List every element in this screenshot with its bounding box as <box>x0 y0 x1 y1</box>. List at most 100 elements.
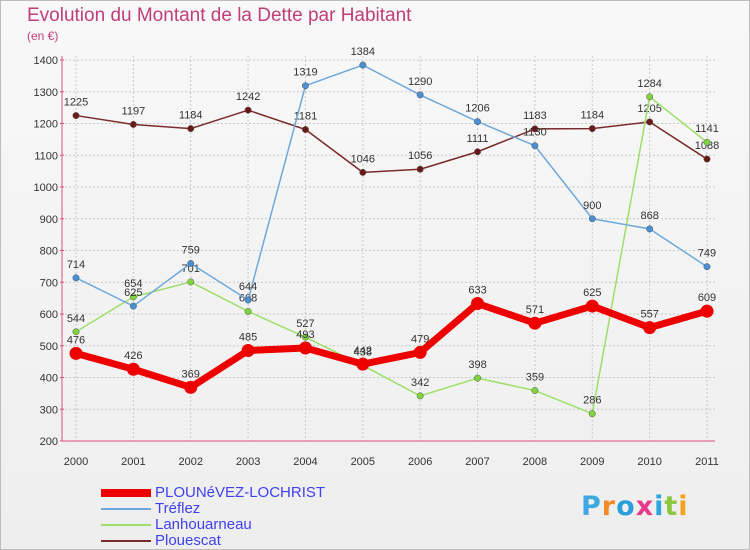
data-point-ploun-vez-lochrist <box>298 341 312 355</box>
data-point-tr-flez <box>359 61 367 69</box>
data-label-tr-flez: 714 <box>67 259 85 271</box>
data-point-lanhouarneau <box>416 392 424 400</box>
data-label-tr-flez: 1206 <box>465 103 489 115</box>
data-label-lanhouarneau: 654 <box>124 278 142 290</box>
data-label-plouescat: 1111 <box>467 133 489 145</box>
chart-unit-label: (en €) <box>27 29 59 43</box>
legend-label: Tréflez <box>155 500 201 517</box>
data-label-tr-flez: 625 <box>124 287 142 299</box>
data-label-tr-flez: 1290 <box>408 76 432 88</box>
legend-swatch <box>101 524 151 526</box>
data-label-plouescat: 1197 <box>122 105 146 117</box>
data-label-lanhouarneau: 544 <box>67 313 85 325</box>
logo-letter: i <box>678 491 689 522</box>
data-label-ploun-vez-lochrist: 493 <box>296 329 314 341</box>
data-point-ploun-vez-lochrist <box>126 362 140 376</box>
data-label-tr-flez: 1384 <box>351 46 375 58</box>
data-label-plouescat: 1056 <box>408 150 432 162</box>
y-tick-label: 1300 <box>34 87 58 99</box>
legend-label: Plouescat <box>155 532 221 549</box>
legend-label: Lanhouarneau <box>155 516 252 533</box>
data-point-lanhouarneau <box>703 138 711 146</box>
data-label-ploun-vez-lochrist: 609 <box>698 292 716 304</box>
x-tick-label: 2008 <box>523 456 547 468</box>
y-tick-label: 400 <box>40 373 58 385</box>
data-label-ploun-vez-lochrist: 485 <box>239 332 257 344</box>
data-point-plouescat <box>244 106 252 114</box>
data-point-plouescat <box>302 126 309 133</box>
data-label-tr-flez: 759 <box>182 245 200 257</box>
data-point-ploun-vez-lochrist <box>528 316 542 330</box>
y-tick-label: 500 <box>40 341 58 353</box>
x-tick-label: 2001 <box>121 456 145 468</box>
data-label-ploun-vez-lochrist: 476 <box>67 334 85 346</box>
data-label-plouescat: 1181 <box>294 111 318 123</box>
x-tick-label: 2003 <box>236 456 260 468</box>
y-tick-label: 800 <box>40 246 58 258</box>
data-label-lanhouarneau: 1284 <box>637 78 661 90</box>
data-label-ploun-vez-lochrist: 633 <box>468 285 486 297</box>
data-point-plouescat <box>703 155 711 163</box>
data-point-tr-flez <box>703 263 711 271</box>
data-point-tr-flez <box>646 225 654 233</box>
data-point-ploun-vez-lochrist <box>184 380 198 394</box>
data-label-tr-flez: 1319 <box>293 67 317 79</box>
y-tick-label: 1200 <box>34 119 58 131</box>
legend-swatch <box>101 489 151 497</box>
data-label-plouescat: 1046 <box>351 153 375 165</box>
logo-letter: o <box>616 491 636 522</box>
x-tick-label: 2002 <box>178 456 202 468</box>
data-point-ploun-vez-lochrist <box>700 304 714 318</box>
y-tick-label: 1000 <box>34 182 58 194</box>
data-point-tr-flez <box>302 82 309 90</box>
data-point-ploun-vez-lochrist <box>471 297 485 311</box>
data-point-plouescat <box>187 125 195 133</box>
data-label-tr-flez: 749 <box>698 248 716 260</box>
data-label-plouescat: 1242 <box>236 91 260 103</box>
data-label-lanhouarneau: 342 <box>411 377 429 389</box>
data-point-ploun-vez-lochrist <box>69 346 83 360</box>
logo-letter: P <box>581 491 602 522</box>
data-point-tr-flez <box>474 118 481 126</box>
data-point-plouescat <box>474 148 481 156</box>
logo-letter: r <box>601 491 617 522</box>
data-point-lanhouarneau <box>187 278 195 286</box>
logo-letter: i <box>654 491 665 522</box>
x-tick-label: 2005 <box>351 456 375 468</box>
series-line-ploun-vez-lochrist <box>75 300 708 391</box>
data-label-lanhouarneau: 359 <box>526 372 544 384</box>
data-label-ploun-vez-lochrist: 442 <box>354 345 372 357</box>
data-label-tr-flez: 900 <box>583 200 601 212</box>
x-tick-label: 2011 <box>695 456 719 468</box>
data-point-tr-flez <box>129 302 137 310</box>
data-point-lanhouarneau <box>588 410 596 418</box>
data-point-lanhouarneau <box>129 293 137 301</box>
data-label-ploun-vez-lochrist: 625 <box>583 287 601 299</box>
data-point-ploun-vez-lochrist <box>241 344 255 358</box>
data-label-plouescat: 1183 <box>523 110 547 122</box>
data-label-plouescat: 1205 <box>637 103 661 115</box>
data-point-tr-flez <box>531 142 539 150</box>
y-tick-label: 200 <box>40 436 58 448</box>
data-point-ploun-vez-lochrist <box>585 299 599 313</box>
data-point-tr-flez <box>244 296 252 304</box>
data-label-tr-flez: 1130 <box>523 127 547 139</box>
data-point-lanhouarneau <box>244 308 252 315</box>
data-point-lanhouarneau <box>531 387 539 394</box>
data-label-lanhouarneau: 1141 <box>695 123 719 135</box>
y-tick-label: 600 <box>40 309 58 321</box>
data-point-plouescat <box>531 125 539 133</box>
legend-swatch <box>101 508 151 510</box>
data-label-lanhouarneau: 286 <box>583 395 601 407</box>
y-tick-label: 1100 <box>34 150 58 162</box>
data-point-plouescat <box>129 121 137 128</box>
data-label-plouescat: 1184 <box>179 110 203 122</box>
data-point-lanhouarneau <box>474 374 481 382</box>
data-point-plouescat <box>359 168 367 176</box>
data-label-ploun-vez-lochrist: 571 <box>526 304 544 316</box>
logo-letter: x <box>635 491 655 522</box>
data-label-plouescat: 1225 <box>64 97 88 109</box>
data-label-plouescat: 1088 <box>695 140 719 152</box>
data-point-plouescat <box>588 125 596 133</box>
data-label-ploun-vez-lochrist: 369 <box>182 368 200 380</box>
